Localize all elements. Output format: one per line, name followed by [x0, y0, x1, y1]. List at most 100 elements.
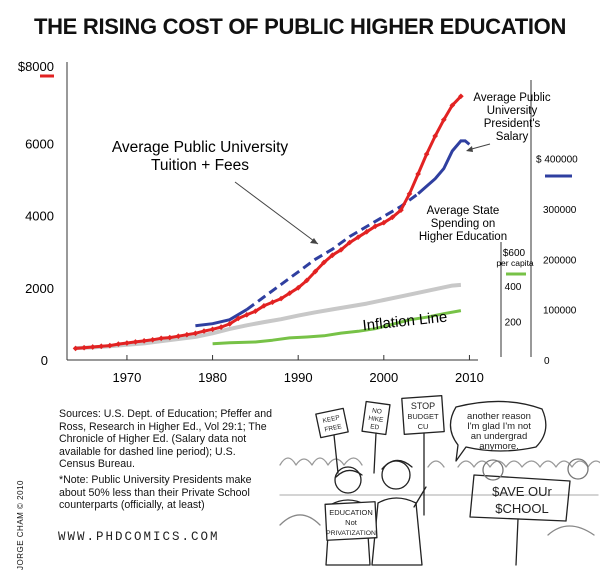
protest-cartoon: another reason I'm glad I'm not an under… [279, 394, 600, 566]
salary-annotation-line: University [487, 105, 538, 117]
tuition-point [192, 330, 199, 337]
tuition-point [295, 284, 302, 291]
tuition-arrowhead [310, 238, 318, 244]
tuition-point [141, 338, 147, 344]
tuition-point [149, 336, 156, 343]
tuition-point [346, 239, 353, 246]
artist-credit: JORGE CHAM © 2010 [16, 480, 25, 570]
sign-stop-line-1: STOP [411, 401, 435, 411]
spending-annotation-line: Average State [427, 205, 500, 217]
sign-save-line-2: $CHOOL [495, 501, 548, 516]
tuition-point [269, 299, 276, 306]
series-0 [72, 93, 464, 352]
salary-annotation-line: Average Public [473, 92, 550, 104]
spending-annotation-line: Higher Education [419, 231, 507, 243]
tuition-point [81, 344, 87, 351]
page-title: THE RISING COST OF PUBLIC HIGHER EDUCATI… [33, 14, 567, 39]
series-line [75, 282, 462, 351]
tuition-point [278, 295, 284, 302]
tuition-point [329, 252, 336, 259]
bubble-line-4: anymore. [479, 441, 519, 452]
salary-arrowhead [466, 146, 473, 152]
tuition-point [363, 228, 370, 235]
tuition-point [415, 171, 421, 177]
salary-annotation-line: President's [484, 118, 541, 130]
bubble-line-2: I'm glad I'm not [467, 421, 531, 432]
sign-education-line-1: EDUCATION [329, 508, 373, 517]
y-left-tick-label: 6000 [25, 136, 54, 151]
tuition-point [303, 277, 310, 284]
y-salary-tick-label: 0 [544, 356, 550, 367]
y-salary-tick-label: 100000 [543, 306, 577, 317]
y-salary-tick-label: 200000 [543, 255, 577, 266]
bubble-line-3: an undergrad [471, 431, 528, 442]
sign-save-line-1: $AVE OUr [492, 484, 552, 499]
y-spending-tick-label: 400 [505, 282, 522, 293]
y-salary-tick-label: $ 400000 [536, 155, 578, 166]
chart-tick-labels: 1970 1980 1990 2000 20100200040006000$800020… [18, 59, 578, 385]
y-salary-tick-label: 300000 [543, 205, 577, 216]
y-left-tick-label: 0 [41, 353, 48, 368]
sign-hike-line-2: HIKE [368, 415, 385, 424]
sign-hike-line-1: NO [372, 407, 383, 415]
spending-annotation-line: Spending on [431, 218, 496, 230]
sources-text: Sources: U.S. Dept. of Education; Pfeffe… [59, 408, 272, 471]
y-spending-tick-label: 200 [505, 318, 522, 329]
note-text: *Note: Public University Presidents make… [59, 474, 252, 512]
tuition-point [261, 303, 267, 309]
salary-line-solid-early [195, 308, 248, 328]
series-line [212, 309, 462, 346]
tuition-point [201, 328, 207, 334]
tuition-point [132, 339, 139, 345]
x-tick-label: 1980 [198, 370, 227, 385]
x-tick-label: 1970 [112, 370, 141, 385]
series-2 [212, 309, 462, 346]
tuition-point [338, 246, 344, 253]
sign-education-line-2: Not [345, 518, 358, 527]
salary-line-solid-late [417, 139, 471, 195]
y-spending-top-label: $600 [503, 248, 526, 259]
tuition-point [286, 290, 293, 297]
sign-keep-line-2: FREE [324, 423, 343, 434]
x-tick-label: 2000 [369, 370, 398, 385]
chart: 1970 1980 1990 2000 20100200040006000$800020… [18, 59, 578, 385]
tuition-point [252, 308, 259, 315]
sign-keep-line-1: KEEP [322, 414, 340, 424]
tuition-annotation-line: Tuition + Fees [151, 157, 249, 174]
chart-series [72, 93, 471, 352]
y-left-tick-label: 4000 [25, 209, 54, 224]
chart-axes [40, 62, 572, 361]
website-link[interactable]: WWW.PHDCOMICS.COM [58, 530, 220, 544]
series-line [75, 95, 462, 350]
sign-stop-line-3: CU [418, 422, 429, 431]
tuition-point [218, 324, 224, 330]
tuition-point [432, 133, 439, 139]
salary-annotation-line: Salary [496, 131, 529, 143]
series-3 [75, 282, 462, 351]
x-tick-label: 1990 [284, 370, 313, 385]
sign-stop-line-2: BUDGET [407, 412, 439, 421]
tuition-point [423, 151, 430, 157]
sign-hike-line-3: ED [370, 423, 380, 431]
tuition-point [355, 234, 361, 241]
y-spending-sublabel: per capita [496, 258, 534, 268]
tuition-annotation-line: Average Public University [112, 139, 289, 156]
tuition-arrow [234, 181, 319, 245]
tuition-point [312, 268, 319, 275]
tuition-point [124, 340, 130, 346]
tuition-point [372, 223, 379, 230]
tuition-point [209, 326, 216, 333]
tuition-point [89, 344, 96, 350]
x-tick-label: 2010 [455, 370, 484, 385]
tuition-point [72, 345, 79, 352]
series-1 [195, 139, 471, 328]
y-left-tick-label: $8000 [18, 59, 54, 74]
tuition-point [321, 259, 327, 266]
inflation-annotation: Inflation Line [362, 309, 448, 335]
y-left-tick-label: 2000 [25, 281, 54, 296]
salary-line-dashed [245, 192, 419, 311]
bubble-line-1: another reason [467, 411, 531, 422]
tuition-point [406, 190, 413, 197]
sign-education-line-3: PRIVATIZATION [326, 530, 376, 537]
